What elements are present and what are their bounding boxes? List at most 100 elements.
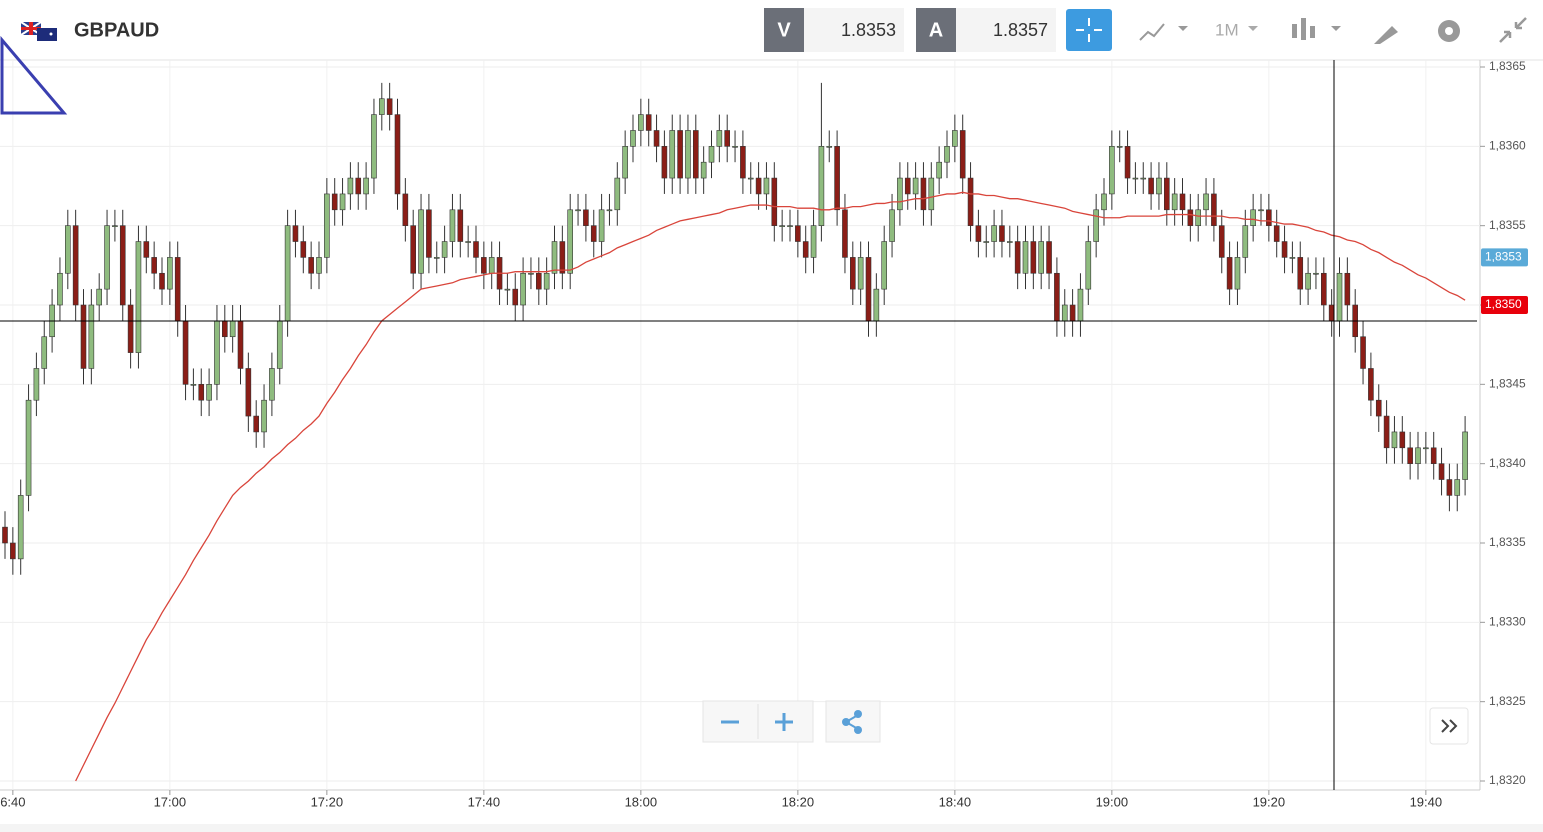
candle-body <box>1391 431 1398 449</box>
candle-body <box>17 495 24 560</box>
ask-label-box <box>916 8 956 52</box>
candle-body <box>198 384 205 401</box>
price-tag-label: 1,8350 <box>1485 297 1522 311</box>
candle-body <box>551 241 558 274</box>
candle-body <box>1258 209 1264 212</box>
candle-body <box>1454 479 1461 496</box>
candle-body <box>975 225 982 242</box>
candle-body <box>151 257 157 274</box>
candle-body <box>1344 272 1351 306</box>
collapse-button[interactable] <box>1499 17 1527 43</box>
candle-body <box>488 257 495 274</box>
candle-body <box>535 272 542 290</box>
candle-body <box>661 146 668 179</box>
candle-body <box>598 209 605 242</box>
axes: 1,8320 1,8325 1,8330 1,8335 1,8340 1,8345 1,83… <box>0 59 1528 809</box>
candle-body <box>669 130 676 179</box>
candle-body <box>473 241 479 258</box>
candle-body <box>740 146 746 179</box>
candle-body <box>159 272 165 290</box>
candle-body <box>543 272 550 290</box>
candle-body <box>1046 241 1052 274</box>
candle-body <box>363 177 369 195</box>
candle-body <box>755 177 762 195</box>
candle-body <box>1164 177 1170 211</box>
candle-body <box>528 272 534 275</box>
candle-body <box>567 209 574 274</box>
y-tick-label: 1,8325 <box>1489 694 1526 708</box>
candle-body <box>1360 336 1366 369</box>
candle-body <box>355 177 362 195</box>
candle-body <box>1203 193 1209 211</box>
grid <box>0 60 1480 790</box>
candle-body <box>1375 399 1382 417</box>
candle-body <box>653 130 660 147</box>
candle-body <box>33 368 40 401</box>
x-tick-label: 19:20 <box>1253 794 1286 809</box>
candle-body <box>1038 241 1044 274</box>
y-tick-label: 1,8345 <box>1489 377 1526 391</box>
candle-body <box>394 114 401 195</box>
settings-button[interactable] <box>1438 20 1460 42</box>
x-tick-label: 19:40 <box>1410 794 1443 809</box>
candle-body <box>747 177 754 180</box>
y-tick-label: 1,8355 <box>1489 218 1526 232</box>
candle-body <box>339 193 346 211</box>
scroll-right-button[interactable] <box>1429 707 1469 745</box>
zoom-in-button[interactable] <box>775 713 793 731</box>
share-button[interactable] <box>825 700 881 743</box>
candle-body <box>795 225 801 242</box>
x-tick-label: 6:40 <box>0 794 25 809</box>
candle-body <box>1101 193 1107 211</box>
timeframe[interactable]: 1M <box>1215 20 1239 39</box>
candle-body <box>57 272 63 306</box>
candle-body <box>771 177 778 226</box>
bid-price: 1.8353 <box>841 20 896 40</box>
candle-body <box>1211 193 1217 226</box>
candle-body <box>143 241 150 258</box>
candle-body <box>1234 257 1241 290</box>
zoom-controls <box>702 700 881 743</box>
chart-type-button[interactable] <box>1292 18 1341 40</box>
draw-button[interactable] <box>1374 26 1398 44</box>
bid-box[interactable] <box>804 8 904 52</box>
candle-body <box>512 288 519 306</box>
candle-body <box>324 193 330 258</box>
candle-body <box>433 257 440 259</box>
indicators-button[interactable] <box>1139 23 1188 41</box>
candle-body <box>1061 304 1068 322</box>
candle-body <box>700 161 707 179</box>
candle-body <box>1313 272 1319 275</box>
candle-body <box>127 304 134 353</box>
candle-body <box>1022 241 1029 274</box>
candle-body <box>583 209 589 226</box>
candle-body <box>559 241 566 274</box>
candle-body <box>1179 193 1186 211</box>
y-tick-label: 1,8340 <box>1489 456 1526 470</box>
candle-body <box>308 257 314 274</box>
candle-body <box>779 225 785 227</box>
candle-body <box>1328 304 1335 322</box>
x-tick-label: 19:00 <box>1096 794 1129 809</box>
candle-body <box>457 209 464 242</box>
candle-body <box>269 368 275 401</box>
ask-label: A <box>929 19 943 41</box>
candle-body <box>849 257 856 290</box>
candle-body <box>1407 447 1413 464</box>
candle-body <box>865 257 872 322</box>
candle-body <box>104 225 110 290</box>
candle-body <box>991 225 997 242</box>
candle-body <box>190 384 197 386</box>
candle-body <box>1124 146 1131 179</box>
crosshair-button[interactable] <box>1066 9 1112 51</box>
candle-body <box>1446 479 1453 496</box>
candle-body <box>214 320 220 385</box>
candle-body <box>1218 225 1225 258</box>
candle-body <box>873 288 880 322</box>
candle-body <box>1195 209 1201 226</box>
candle-body <box>1116 146 1123 148</box>
candle-body <box>936 161 942 179</box>
price-tag <box>1481 248 1528 267</box>
x-tick-label: 18:40 <box>939 794 972 809</box>
ask-box[interactable] <box>956 8 1056 52</box>
